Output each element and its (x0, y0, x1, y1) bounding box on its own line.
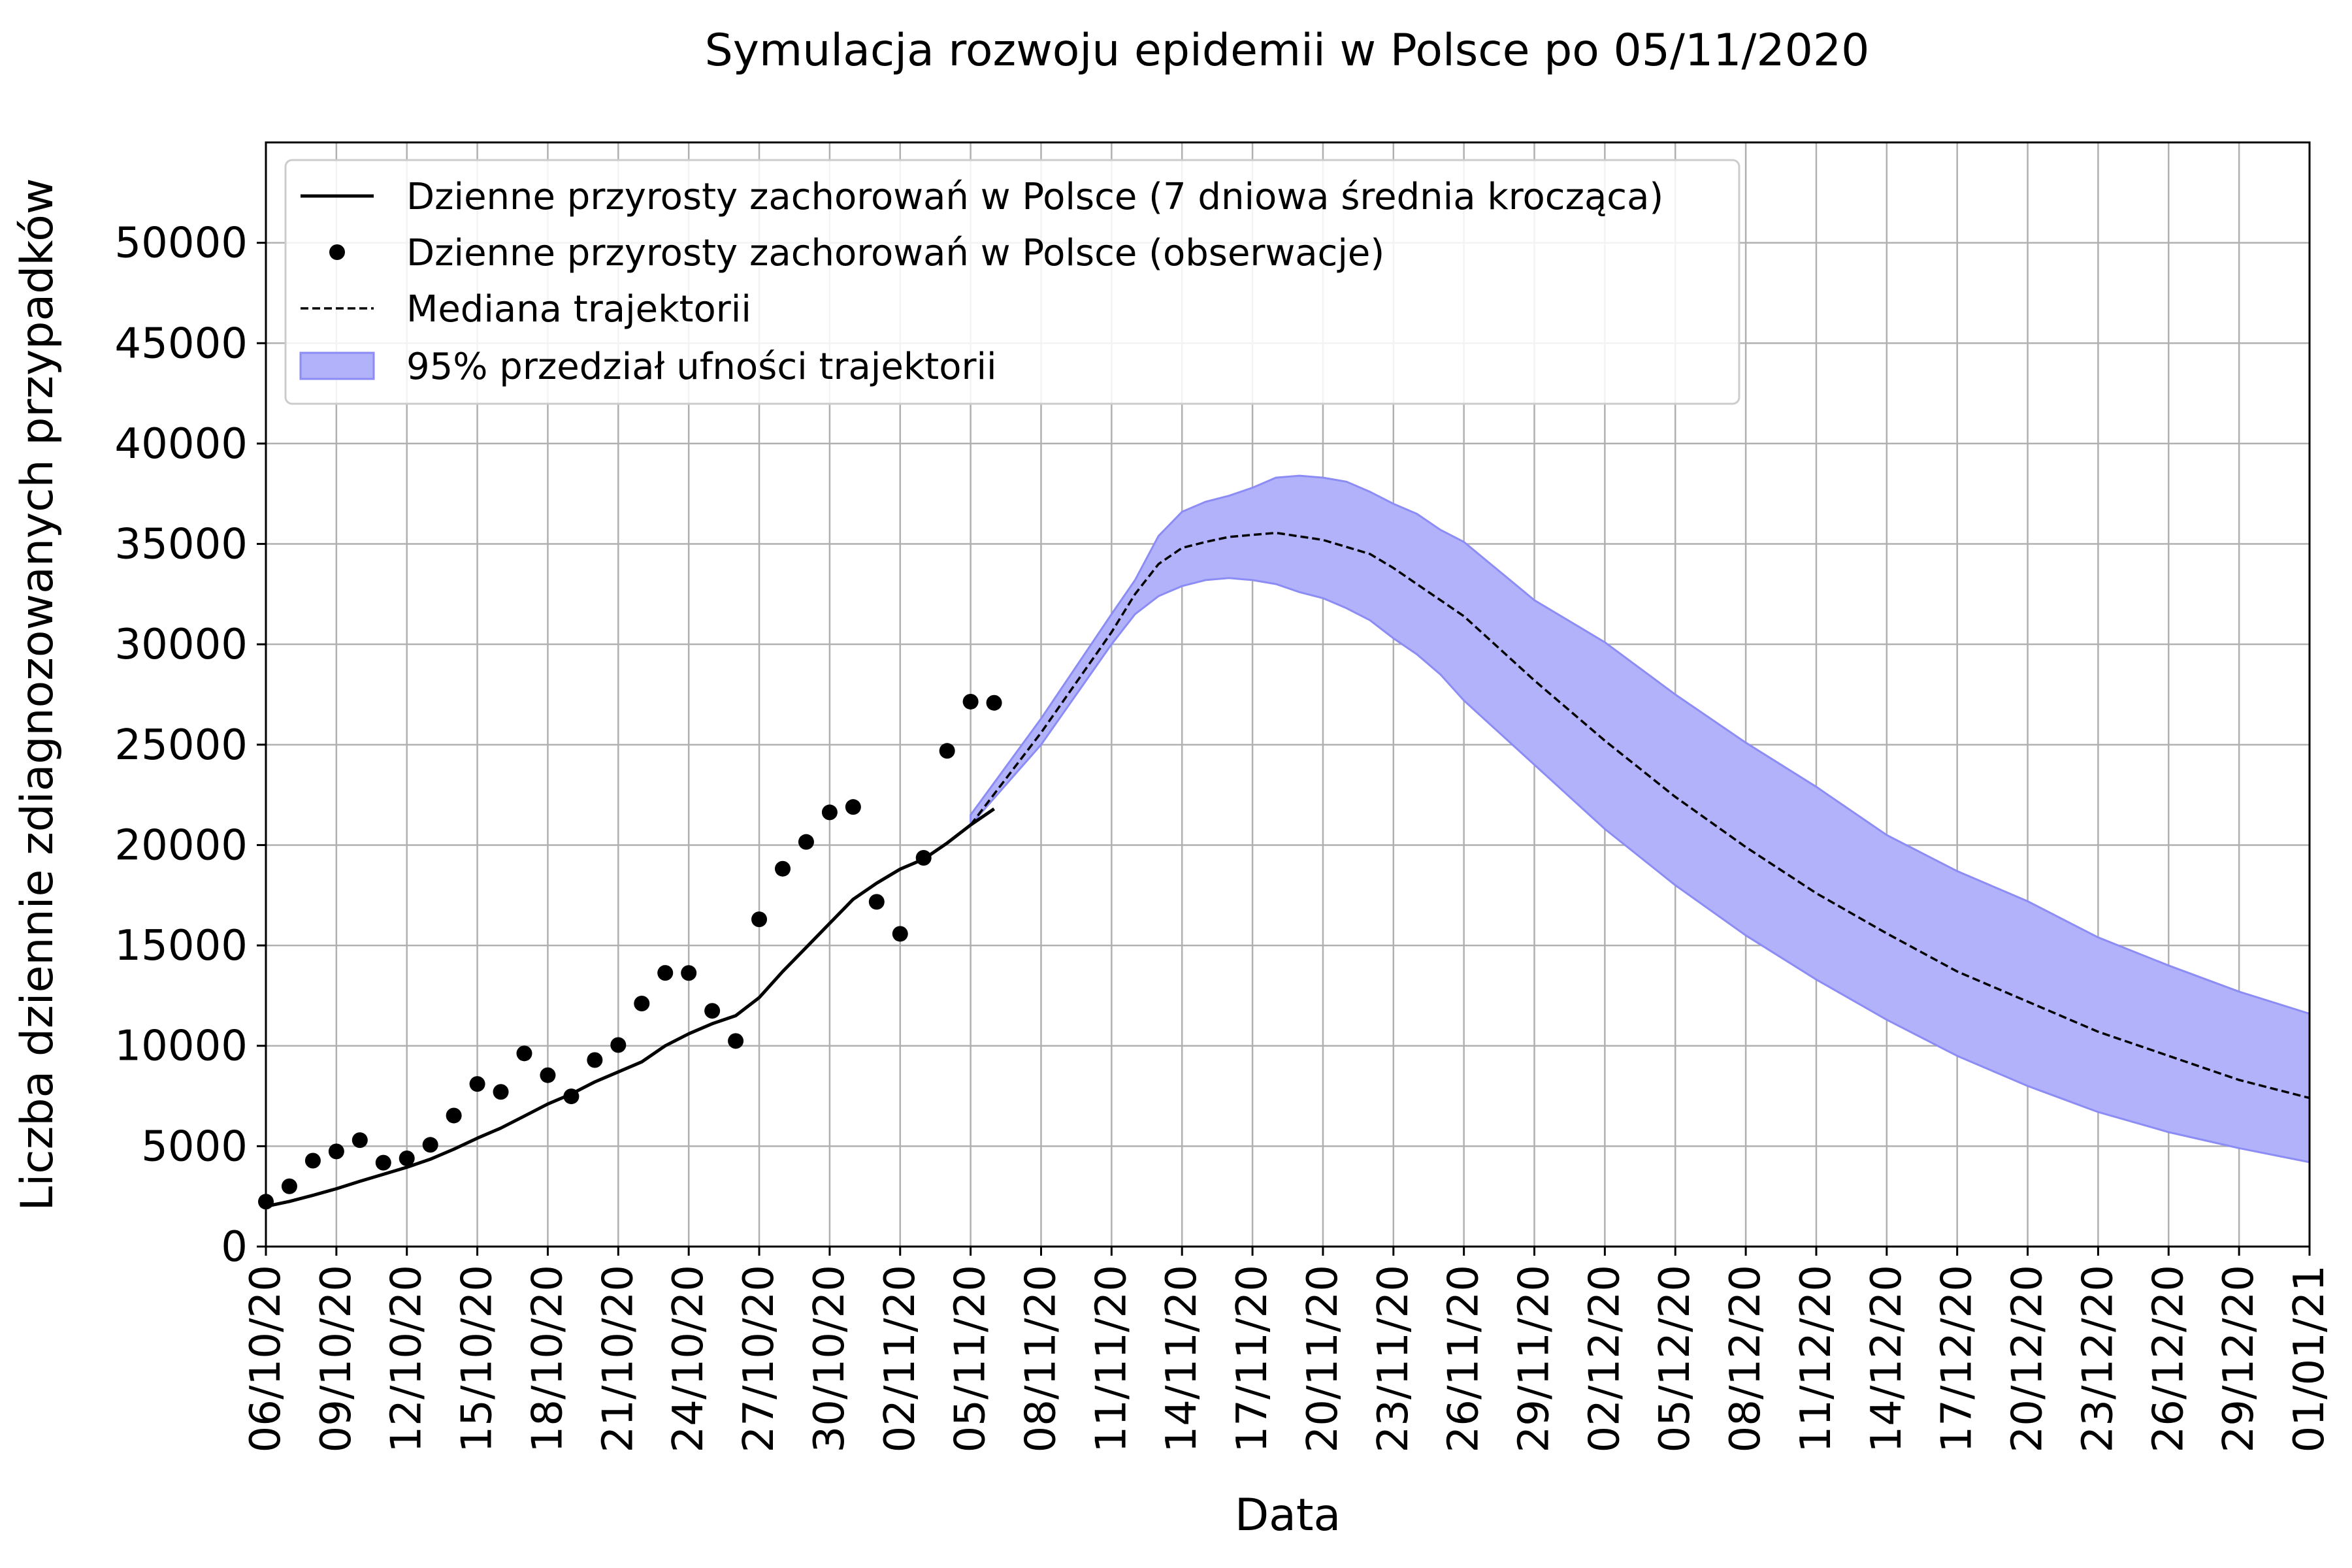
observation-point (563, 1088, 580, 1105)
x-tick-label: 02/12/20 (1580, 1265, 1629, 1452)
y-tick-label: 50000 (114, 220, 248, 268)
x-tick-label: 20/12/20 (2004, 1265, 2052, 1452)
moving-average-line (265, 808, 996, 1208)
y-tick-label: 40000 (114, 420, 248, 468)
legend-handle-patch (299, 351, 375, 380)
y-tick-label: 30000 (114, 621, 248, 669)
observation-point (681, 965, 697, 981)
observation-point (751, 911, 768, 928)
x-tick-label: 30/10/20 (806, 1265, 854, 1452)
observation-point (821, 804, 838, 821)
observation-point (422, 1137, 438, 1153)
plot-frame (265, 141, 2311, 1248)
x-tick-label: 29/11/20 (1511, 1265, 1559, 1452)
observation-point (845, 799, 861, 815)
x-tick-label: 12/10/20 (383, 1265, 431, 1452)
x-tick-label: 26/12/20 (2144, 1265, 2193, 1452)
x-tick-label: 05/12/20 (1651, 1265, 1699, 1452)
x-tick-label: 08/12/20 (1722, 1265, 1770, 1452)
x-tick-label: 14/11/20 (1158, 1265, 1206, 1452)
observation-point (774, 860, 791, 877)
median-line (970, 531, 2310, 1100)
x-tick-label: 14/12/20 (1863, 1265, 1911, 1452)
y-axis-label: Liczba dziennie zdiagnozowanych przypadk… (12, 178, 63, 1211)
legend-label: Dzienne przyrosty zachorowań w Polsce (7… (406, 176, 1663, 218)
observation-point (986, 694, 1002, 711)
x-tick-label: 26/11/20 (1440, 1265, 1488, 1452)
observation-point (375, 1154, 391, 1171)
x-tick-label: 29/12/20 (2215, 1265, 2263, 1452)
observation-point (610, 1037, 627, 1053)
observation-point (798, 834, 814, 850)
legend-frame (284, 159, 1740, 405)
observation-point (728, 1033, 744, 1049)
observation-point (587, 1052, 603, 1068)
x-tick-label: 20/11/20 (1299, 1265, 1347, 1452)
observation-point (657, 965, 674, 981)
x-axis: 06/10/20 09/10/20 12/10/20 15/10/20 18/10/20… (242, 1247, 2334, 1452)
observation-point (469, 1076, 485, 1092)
observation-point (446, 1107, 462, 1124)
x-tick-label: 08/11/20 (1017, 1265, 1065, 1452)
observation-point (540, 1067, 556, 1083)
x-tick-label: 27/10/20 (735, 1265, 783, 1452)
observation-point (281, 1178, 297, 1194)
y-tick-label: 35000 (114, 521, 248, 569)
x-tick-label: 21/10/20 (594, 1265, 642, 1452)
observation-point (868, 894, 885, 910)
observation-point (704, 1003, 721, 1019)
x-tick-label: 06/10/20 (242, 1265, 290, 1452)
observation-point (634, 995, 650, 1011)
y-tick-label: 10000 (114, 1022, 248, 1071)
y-tick-label: 20000 (114, 821, 248, 870)
legend-label: Dzienne przyrosty zachorowań w Polsce (o… (406, 232, 1384, 274)
x-tick-label: 23/12/20 (2074, 1265, 2122, 1452)
x-tick-label: 17/11/20 (1228, 1265, 1277, 1452)
x-tick-label: 01/01/21 (2285, 1265, 2334, 1452)
x-tick-label: 17/12/20 (1933, 1265, 1982, 1452)
observation-point (516, 1045, 532, 1062)
x-tick-label: 18/10/20 (523, 1265, 572, 1452)
observation-point (915, 849, 932, 866)
observation-point (962, 693, 979, 710)
legend: Dzienne przyrosty zachorowań w Polsce (7… (284, 159, 1740, 405)
y-axis: 0 5000 10000 15000 20000 25000 30000 35000 40000… (114, 220, 266, 1271)
x-tick-label: 05/11/20 (947, 1265, 995, 1452)
x-tick-label: 23/11/20 (1369, 1265, 1418, 1452)
x-tick-label: 15/10/20 (453, 1265, 502, 1452)
y-tick-label: 25000 (114, 721, 248, 770)
x-tick-label: 11/12/20 (1792, 1265, 1840, 1452)
observation-point (399, 1150, 415, 1166)
observation-point (328, 1143, 344, 1160)
x-tick-label: 09/10/20 (312, 1265, 361, 1452)
x-tick-label: 11/11/20 (1087, 1265, 1135, 1452)
observation-point (939, 743, 955, 759)
y-tick-label: 15000 (114, 922, 248, 970)
x-tick-label: 02/11/20 (876, 1265, 924, 1452)
observation-point (493, 1084, 509, 1100)
legend-label: Mediana trajektorii (406, 288, 751, 331)
x-tick-label: 24/10/20 (664, 1265, 713, 1452)
legend-handle-dot (329, 244, 345, 260)
legend-label: 95% przedział ufności trajektorii (406, 346, 997, 388)
observation-point (892, 926, 908, 942)
observation-point (304, 1152, 321, 1169)
y-tick-label: 45000 (114, 319, 248, 368)
y-tick-label: 0 (221, 1223, 248, 1271)
chart-title: Symulacja rozwoju epidemii w Polsce po 0… (705, 25, 1870, 76)
observation-point (351, 1132, 368, 1149)
y-tick-label: 5000 (141, 1122, 248, 1171)
x-axis-label: Data (1235, 1490, 1341, 1541)
